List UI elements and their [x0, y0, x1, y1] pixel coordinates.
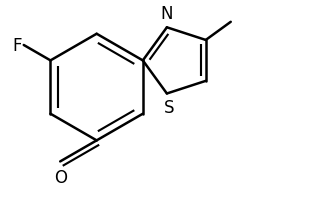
Text: N: N — [161, 5, 173, 23]
Text: O: O — [54, 168, 67, 186]
Text: F: F — [12, 37, 22, 55]
Text: S: S — [164, 98, 174, 116]
